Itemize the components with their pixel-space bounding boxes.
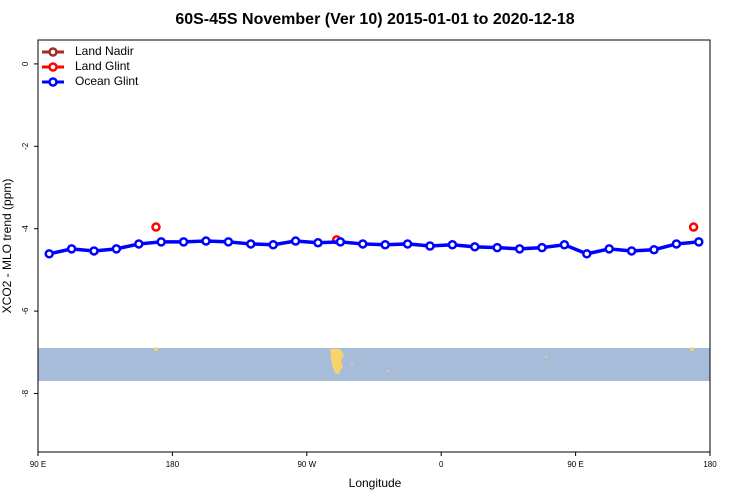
data-point [156,237,166,247]
data-point [313,237,323,248]
legend-label: Ocean Glint [75,74,139,88]
x-axis-label: Longitude [349,476,402,490]
x-tick-label: 0 [439,460,444,469]
data-point [402,239,413,249]
data-point [447,240,458,250]
y-tick-label: 0 [21,61,30,66]
legend-marker [48,62,58,72]
plot-frame [37,39,711,453]
data-point [89,246,99,256]
data-point [178,237,189,247]
data-point [151,222,161,232]
data-point [425,241,435,251]
x-tick-label: 90 W [297,460,316,469]
data-point [492,242,502,253]
y-tick-label: -4 [21,225,30,233]
x-tick-label: 180 [703,460,717,469]
legend-marker [48,47,58,57]
data-point [66,244,77,254]
data-point [134,239,144,249]
legend-label: Land Nadir [75,44,134,58]
data-point [201,236,211,246]
legend-marker [48,77,58,87]
data-point [223,237,234,247]
y-tick-label: -8 [21,389,30,397]
data-point [626,246,637,256]
map-band [38,347,710,381]
data-point [514,244,525,254]
data-point [380,240,390,250]
chart-title: 60S-45S November (Ver 10) 2015-01-01 to … [175,11,574,28]
data-point [358,239,368,249]
x-tick-label: 180 [166,460,180,469]
x-tick-label: 90 E [567,460,583,469]
x-tick-label: 90 E [30,460,46,469]
data-point [688,222,699,232]
data-point [604,244,614,254]
series-line [48,239,699,256]
data-point [649,244,659,255]
data-point [290,236,301,246]
data-point [671,239,682,249]
data-point [694,237,704,247]
data-point [246,239,256,249]
data-point [582,249,592,259]
y-tick-label: -6 [21,307,30,315]
legend-label: Land Glint [75,59,130,73]
data-point [268,240,278,250]
data-point [111,244,122,254]
data-point [335,237,346,247]
data-point [537,242,547,253]
data-point [470,242,480,252]
y-axis-label: XCO2 - MLO trend (ppm) [0,179,14,314]
y-tick-label: -2 [21,142,30,150]
data-point [559,240,570,250]
data-point [44,249,54,259]
